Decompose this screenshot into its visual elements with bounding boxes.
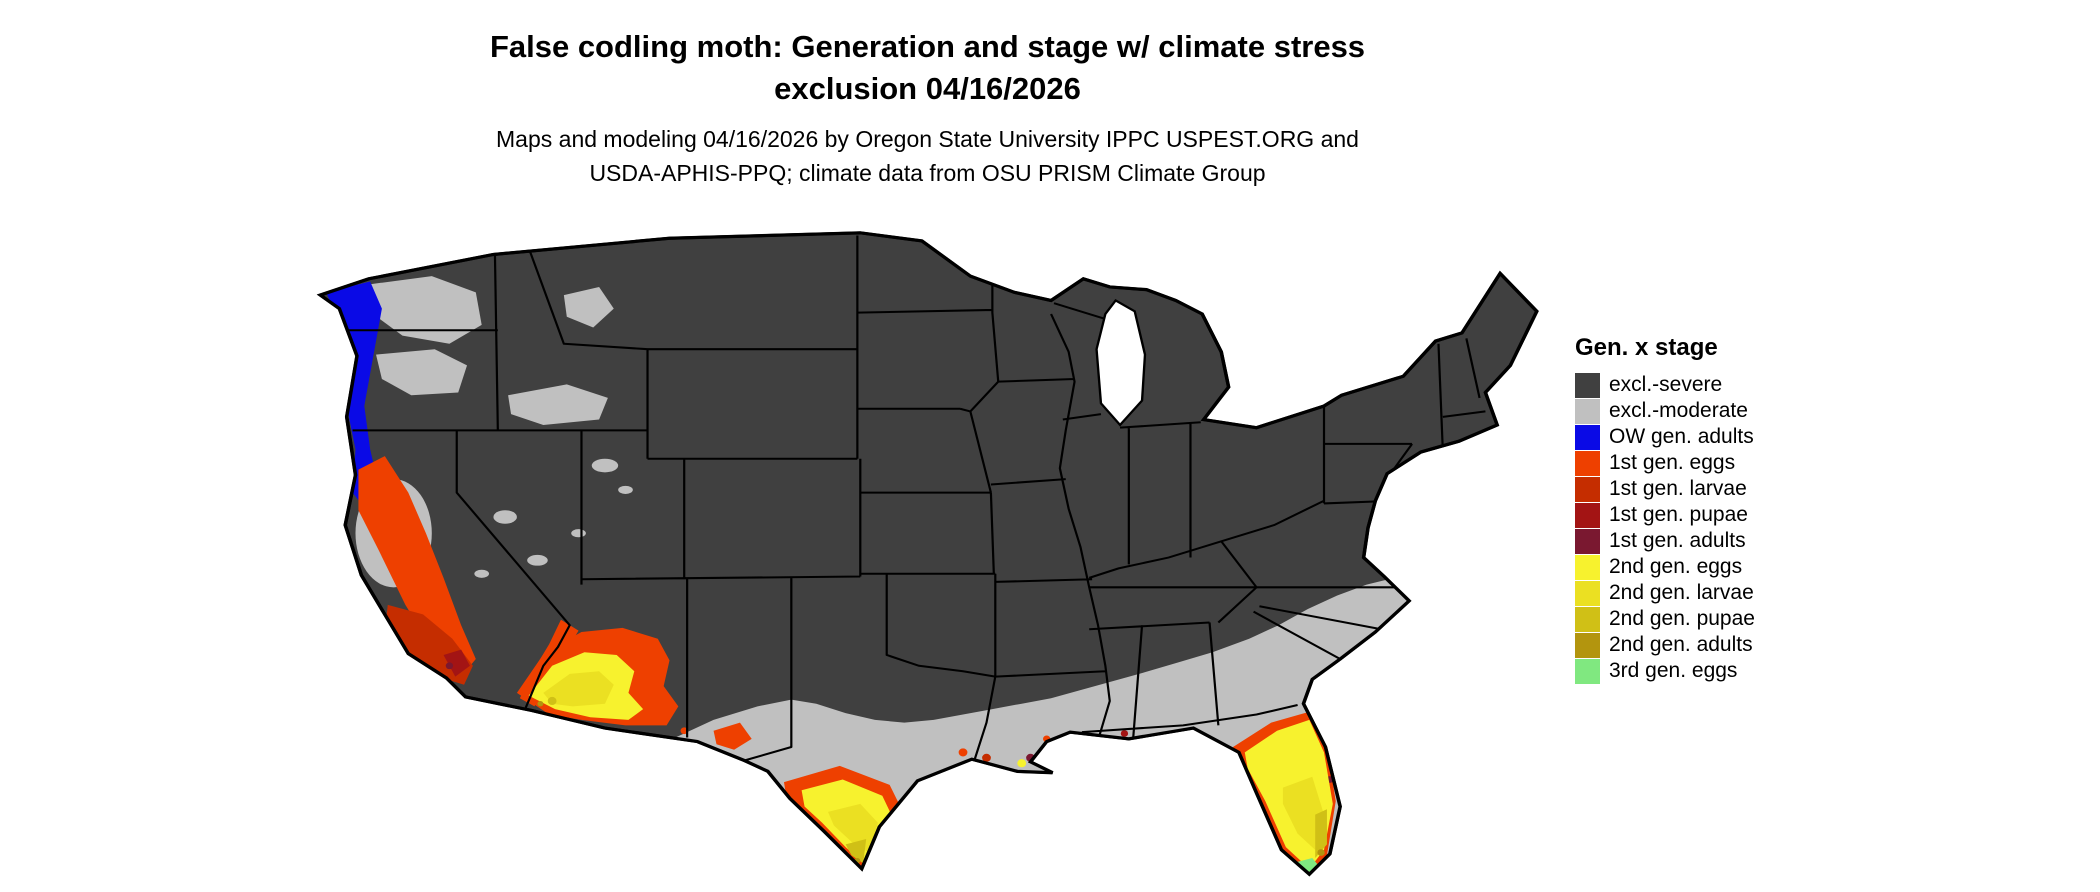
legend-swatch xyxy=(1575,372,1600,398)
legend-swatch-color xyxy=(1575,606,1600,632)
larvae-gulf-speck xyxy=(982,753,991,762)
green-keys-speck xyxy=(1282,871,1289,875)
red-new-mexico xyxy=(713,722,752,750)
legend-swatch xyxy=(1575,502,1600,528)
legend-item: 2nd gen. adults xyxy=(1575,632,1835,658)
legend-item: excl.-severe xyxy=(1575,372,1835,398)
legend-swatch xyxy=(1575,476,1600,502)
state-borders xyxy=(343,235,1486,762)
legend-swatch-color xyxy=(1575,398,1600,424)
legend-swatch-color xyxy=(1575,658,1600,684)
red-central-valley xyxy=(358,456,476,677)
legend-item: 2nd gen. larvae xyxy=(1575,580,1835,606)
legend-swatch xyxy=(1575,450,1600,476)
legend-item: 1st gen. adults xyxy=(1575,528,1835,554)
larvae2-florida xyxy=(1282,776,1325,850)
legend: Gen. x stage excl.-severe excl.-moderate… xyxy=(1575,334,1835,684)
legend-swatch xyxy=(1575,658,1600,684)
legend-swatch xyxy=(1575,632,1600,658)
pupae2-texas-tip xyxy=(845,838,867,864)
green-keys-speck xyxy=(1260,872,1265,875)
legend-label: 2nd gen. eggs xyxy=(1609,555,1743,578)
red-gulf-speck xyxy=(958,748,968,757)
moderate-speck xyxy=(474,569,490,578)
legend-item: excl.-moderate xyxy=(1575,398,1835,424)
legend-swatch xyxy=(1575,398,1600,424)
us-map-svg xyxy=(316,231,1539,877)
yellow-gulf-speck xyxy=(1017,759,1027,768)
legend-label: OW gen. adults xyxy=(1609,425,1754,448)
larvae2-arizona xyxy=(543,671,614,707)
legend-swatch xyxy=(1575,528,1600,554)
legend-label: excl.-moderate xyxy=(1609,399,1748,422)
legend-label: 3rd gen. eggs xyxy=(1609,659,1738,682)
legend-swatch xyxy=(1575,554,1600,580)
moderate-north-oregon xyxy=(376,349,468,396)
legend-label: 2nd gen. pupae xyxy=(1609,607,1755,630)
legend-label: 1st gen. eggs xyxy=(1609,451,1736,474)
pupae2-miami xyxy=(1315,809,1327,858)
legend-swatch-color xyxy=(1575,424,1600,450)
legend-title: Gen. x stage xyxy=(1575,334,1718,361)
legend-swatch xyxy=(1575,580,1600,606)
adults1-socal-speck xyxy=(445,662,454,670)
legend-label: excl.-severe xyxy=(1609,373,1723,396)
moderate-speck xyxy=(527,554,548,566)
legend-item: 2nd gen. pupae xyxy=(1575,606,1835,632)
adults2-az-speck xyxy=(537,700,544,707)
legend-swatch xyxy=(1575,424,1600,450)
legend-swatch-color xyxy=(1575,580,1600,606)
subtitle: Maps and modeling 04/16/2026 by Oregon S… xyxy=(0,122,1855,190)
adults1-sc-speck xyxy=(1356,649,1363,655)
legend-label: 1st gen. larvae xyxy=(1609,477,1747,500)
legend-swatch xyxy=(1575,606,1600,632)
region-ow-adults xyxy=(326,281,382,512)
legend-item: 1st gen. pupae xyxy=(1575,502,1835,528)
legend-item: 1st gen. larvae xyxy=(1575,476,1835,502)
legend-item: 2nd gen. eggs xyxy=(1575,554,1835,580)
lake-michigan xyxy=(1095,299,1147,427)
legend-label: 2nd gen. adults xyxy=(1609,633,1753,656)
moderate-salt-lake xyxy=(591,458,619,473)
page-title: False codling moth: Generation and stage… xyxy=(0,26,1855,110)
moderate-speck xyxy=(571,529,586,538)
larvae-tx-speck xyxy=(738,763,748,772)
national-border xyxy=(316,231,1539,877)
blue-pnw-strip xyxy=(326,281,382,512)
legend-item: 3rd gen. eggs xyxy=(1575,658,1835,684)
legend-label: 1st gen. adults xyxy=(1609,529,1746,552)
legend-swatch-color xyxy=(1575,476,1600,502)
moderate-speck xyxy=(618,485,633,494)
legend-swatch-color xyxy=(1575,502,1600,528)
us-map xyxy=(310,222,1550,885)
moderate-speck xyxy=(493,510,517,524)
legend-swatch-color xyxy=(1575,372,1600,398)
pupae2-az-speck xyxy=(547,696,557,706)
legend-label: 2nd gen. larvae xyxy=(1609,581,1754,604)
adults2-miami-speck xyxy=(1317,849,1325,856)
pupae-socal xyxy=(443,649,470,677)
title-line-1: False codling moth: Generation and stage… xyxy=(489,29,1366,64)
legend-label: 1st gen. pupae xyxy=(1609,503,1748,526)
legend-swatch-color xyxy=(1575,554,1600,580)
larvae-tx-speck xyxy=(753,776,762,785)
moderate-columbia-basin xyxy=(370,276,482,344)
legend-swatch-color xyxy=(1575,632,1600,658)
green-keys-speck xyxy=(1271,873,1277,875)
region-gen3-eggs xyxy=(1260,857,1322,875)
legend-item: 1st gen. eggs xyxy=(1575,450,1835,476)
subtitle-line-1: Maps and modeling 04/16/2026 by Oregon S… xyxy=(496,126,1359,152)
title-line-2: exclusion 04/16/2026 xyxy=(774,71,1081,106)
pupae-panhandle-speck xyxy=(1120,730,1129,737)
subtitle-line-2: USDA-APHIS-PPQ; climate data from OSU PR… xyxy=(589,160,1266,186)
legend-item: OW gen. adults xyxy=(1575,424,1835,450)
legend-swatch-color xyxy=(1575,450,1600,476)
moderate-snake-plain xyxy=(508,384,608,425)
moderate-montana-valleys xyxy=(563,286,614,328)
region-gen2-pupae xyxy=(547,696,1327,864)
legend-swatch-color xyxy=(1575,528,1600,554)
